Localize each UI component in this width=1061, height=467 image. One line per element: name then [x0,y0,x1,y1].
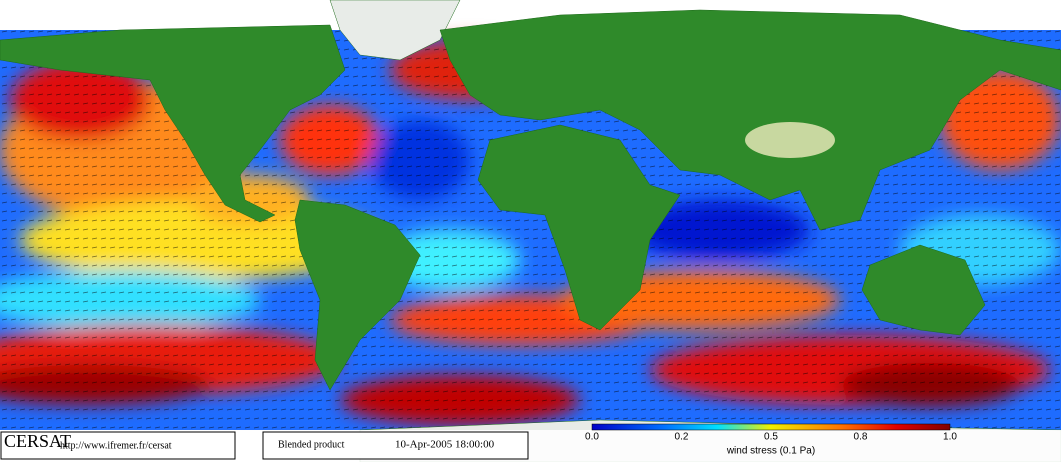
colorbar-tick-label: 0.2 [675,432,689,443]
product: Blended product [278,439,345,450]
colorbar-label: wind stress (0.1 Pa) [726,446,815,457]
logo-box [0,431,236,460]
plateau [745,122,835,158]
colorbar-tick-label: 1.0 [943,432,957,443]
colorbar-tick-label: 0.8 [854,432,868,443]
colorbar-tick-label: 0.5 [764,432,778,443]
logo: CERSAT [4,431,71,451]
colorbar-ticks: 0.0 0.2 0.5 0.8 1.0 [585,432,957,443]
colorbar-tick-label: 0.0 [585,432,599,443]
colorbar [591,423,951,431]
product-box [262,431,529,460]
url: http://www.ifremer.fr/cersat [60,440,172,451]
datetime: 10-Apr-2005 18:00:00 [395,439,495,451]
